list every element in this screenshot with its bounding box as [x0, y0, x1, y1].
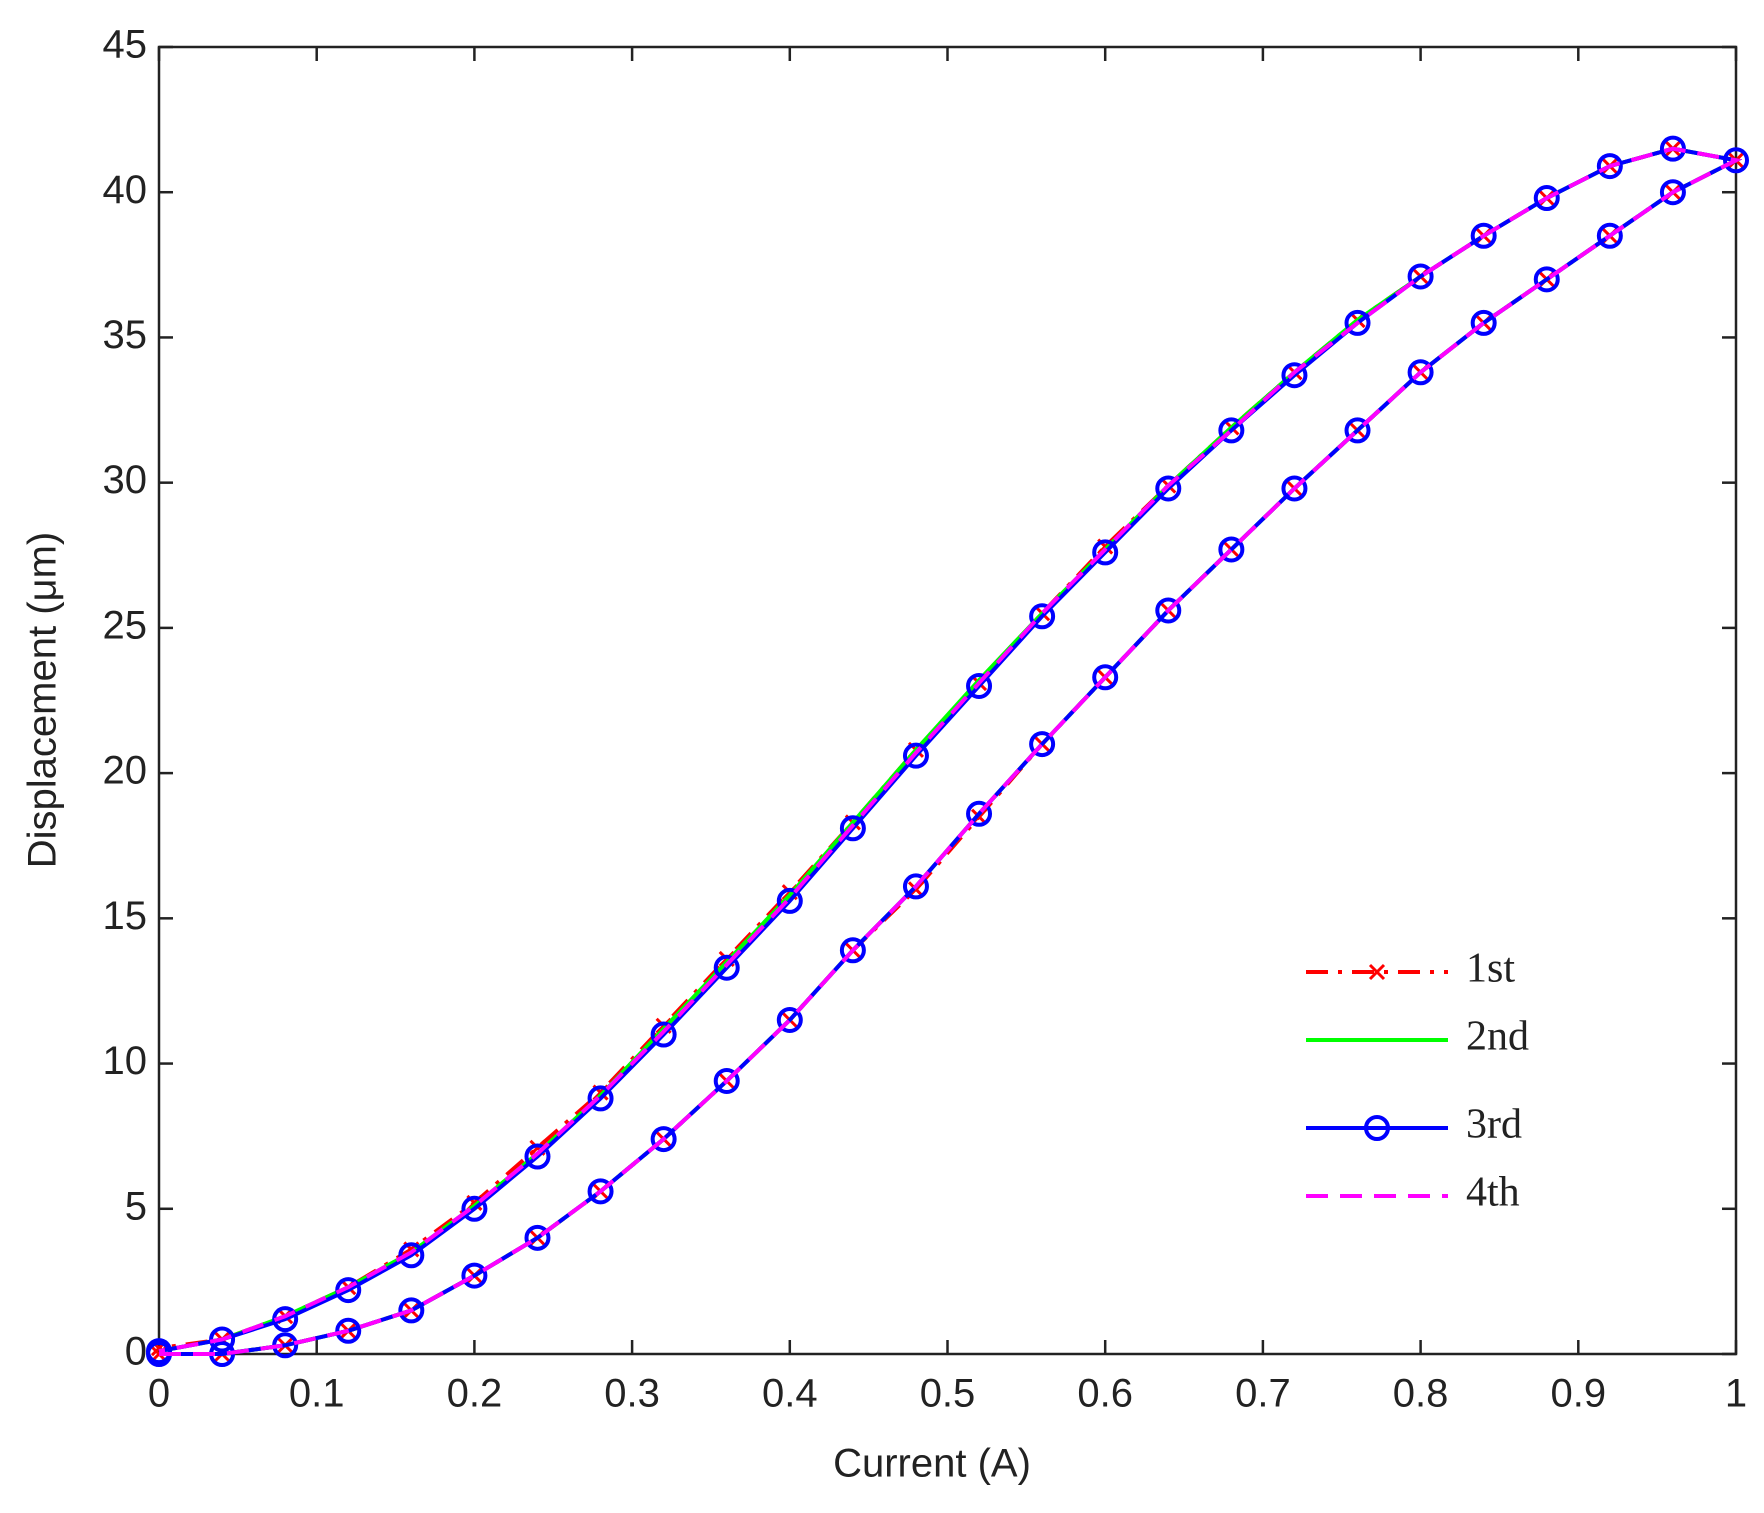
series-line [158, 146, 1743, 1356]
marker [1533, 185, 1560, 212]
marker [713, 954, 740, 981]
x-tick-label: 0.6 [1077, 1372, 1133, 1416]
x-tick-label: 0.5 [920, 1372, 976, 1416]
marker [524, 1143, 551, 1170]
x-tick-label: 0.7 [1235, 1372, 1291, 1416]
marker [1596, 222, 1623, 249]
plot-area [157, 45, 1738, 1356]
y-tick-label: 10 [103, 1039, 148, 1083]
legend-label: 2nd [1466, 1014, 1529, 1060]
marker [650, 1021, 677, 1048]
marker [1470, 309, 1497, 336]
y-tick-label: 0 [125, 1330, 147, 1374]
marker [461, 1262, 488, 1289]
y-tick-label: 45 [103, 23, 148, 67]
marker [1344, 309, 1371, 336]
marker [966, 800, 993, 827]
marker [1344, 417, 1371, 444]
y-tick-label: 40 [103, 168, 148, 212]
marker [1281, 362, 1308, 389]
y-tick-label: 15 [103, 894, 148, 938]
marker [335, 1317, 362, 1344]
marker [713, 1067, 740, 1094]
marker [1659, 179, 1686, 206]
marker [650, 1126, 677, 1153]
marker [776, 887, 803, 914]
marker [1281, 475, 1308, 502]
legend-label: 3rd [1466, 1102, 1522, 1148]
marker [776, 1006, 803, 1033]
x-tick-label: 0.1 [289, 1372, 345, 1416]
legend-label: 4th [1466, 1170, 1520, 1216]
y-tick-label: 5 [125, 1184, 147, 1228]
marker [524, 1224, 551, 1251]
marker [1596, 153, 1623, 180]
legend-marker [1368, 963, 1386, 981]
marker [1155, 597, 1182, 624]
x-tick-label: 1 [1725, 1372, 1747, 1416]
marker [1155, 475, 1182, 502]
x-tick-label: 0.3 [604, 1372, 660, 1416]
marker [398, 1297, 425, 1324]
marker [966, 672, 993, 699]
x-tick-label: 0.9 [1550, 1372, 1606, 1416]
marker [1092, 539, 1119, 566]
marker [902, 742, 929, 769]
marker [1029, 731, 1056, 758]
marker [587, 1178, 614, 1205]
marker [587, 1085, 614, 1112]
marker [1533, 266, 1560, 293]
marker [839, 815, 866, 842]
marker [1218, 536, 1245, 563]
legend-marker [1364, 1115, 1390, 1141]
marker [1218, 417, 1245, 444]
y-tick-label: 30 [103, 458, 148, 502]
marker [1029, 603, 1056, 630]
marker [461, 1195, 488, 1222]
marker [1407, 263, 1434, 290]
y-axis-label: Displacement (μm) [21, 532, 65, 868]
marker [1407, 359, 1434, 386]
marker [1092, 664, 1119, 691]
x-tick-label: 0.8 [1393, 1372, 1449, 1416]
x-tick-label: 0.2 [447, 1372, 503, 1416]
marker [146, 1338, 172, 1365]
marker [902, 873, 929, 900]
marker [398, 1242, 425, 1269]
marker [1723, 147, 1749, 174]
y-tick-label: 25 [103, 603, 148, 647]
y-tick-label: 35 [103, 313, 148, 357]
x-tick-label: 0.4 [762, 1372, 818, 1416]
marker [839, 937, 866, 964]
y-tick-label: 20 [103, 749, 148, 793]
x-axis-label: Current (A) [833, 1442, 1031, 1486]
marker [1470, 222, 1497, 249]
x-tick-label: 0 [148, 1372, 170, 1416]
legend-label: 1st [1466, 946, 1515, 992]
